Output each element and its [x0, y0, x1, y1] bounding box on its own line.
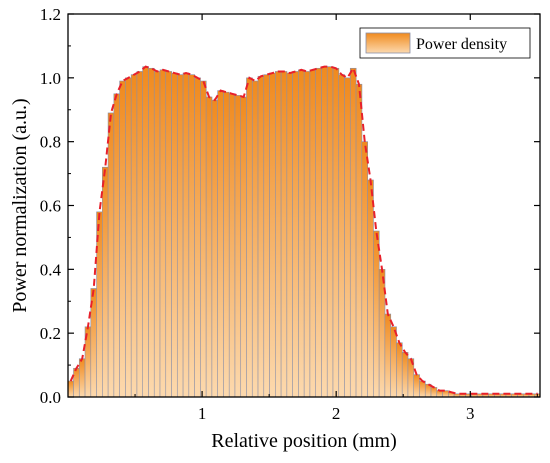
- bar: [292, 71, 299, 397]
- y-tick-label: 1.0: [40, 69, 61, 88]
- legend: Power density: [359, 27, 531, 59]
- bar: [130, 74, 138, 397]
- y-tick-label: 0.8: [40, 133, 61, 152]
- bar: [390, 326, 397, 397]
- bar: [430, 387, 438, 397]
- bar: [326, 66, 334, 397]
- bar: [367, 179, 374, 397]
- y-tick-label: 0.0: [40, 388, 61, 407]
- y-axis-title: Power normalization (a.u.): [9, 98, 31, 312]
- bar: [274, 71, 282, 397]
- envelope-line: [69, 65, 538, 395]
- y-tick-label: 0.6: [40, 197, 61, 216]
- bar: [107, 112, 115, 397]
- bar: [355, 83, 363, 397]
- bar: [205, 96, 213, 397]
- bar: [200, 80, 207, 397]
- bar: [251, 80, 259, 397]
- x-axis-title: Relative position (mm): [211, 430, 397, 452]
- x-axis: 1 2 3: [134, 14, 538, 423]
- bar: [217, 90, 224, 397]
- y-tick-label: 0.2: [40, 324, 61, 343]
- bar: [309, 69, 317, 397]
- bar: [401, 352, 409, 397]
- bar: [228, 93, 236, 397]
- bar: [263, 74, 270, 397]
- bar: [171, 72, 178, 397]
- bar: [102, 166, 109, 397]
- bar: [344, 77, 351, 397]
- x-tick-label: 3: [466, 404, 475, 423]
- x-tick-label: 1: [198, 404, 207, 423]
- bar: [176, 74, 184, 397]
- bar: [419, 380, 426, 397]
- bar: [338, 74, 345, 397]
- bar: [396, 342, 403, 397]
- bar: [286, 72, 294, 397]
- bar: [349, 67, 357, 397]
- bar: [321, 66, 328, 397]
- bar: [361, 141, 368, 397]
- bar: [234, 95, 242, 397]
- bar: [136, 71, 144, 397]
- bar: [113, 93, 121, 397]
- legend-swatch: [365, 32, 411, 54]
- bar: [315, 67, 322, 397]
- bar: [280, 71, 288, 397]
- bar: [153, 71, 161, 397]
- bar: [240, 96, 247, 397]
- bar: [73, 367, 80, 397]
- legend-label: Power density: [416, 36, 507, 53]
- bar: [413, 374, 420, 397]
- bar: [182, 72, 190, 397]
- bar: [257, 75, 265, 397]
- bar: [165, 71, 172, 397]
- bar: [269, 72, 276, 397]
- y-tick-label: 0.4: [40, 260, 62, 279]
- bar: [298, 69, 305, 397]
- bar: [384, 313, 392, 397]
- x-tick-label: 2: [332, 404, 341, 423]
- bar: [125, 77, 132, 397]
- bar: [223, 91, 230, 397]
- bar: [119, 80, 126, 397]
- bar: [159, 69, 167, 397]
- bar: [194, 77, 201, 397]
- bar: [142, 66, 149, 397]
- bars-layer: [68, 66, 540, 397]
- bar: [303, 71, 311, 397]
- y-tick-label: 1.2: [40, 5, 61, 24]
- bar: [148, 67, 155, 397]
- y-axis: 0.0 0.2 0.4 0.6 0.8 1.0 1.2: [40, 5, 540, 407]
- bar: [373, 230, 380, 397]
- bar: [188, 74, 196, 397]
- bar: [246, 77, 253, 397]
- bar: [332, 67, 340, 397]
- bar: [78, 358, 86, 397]
- bar: [211, 99, 219, 397]
